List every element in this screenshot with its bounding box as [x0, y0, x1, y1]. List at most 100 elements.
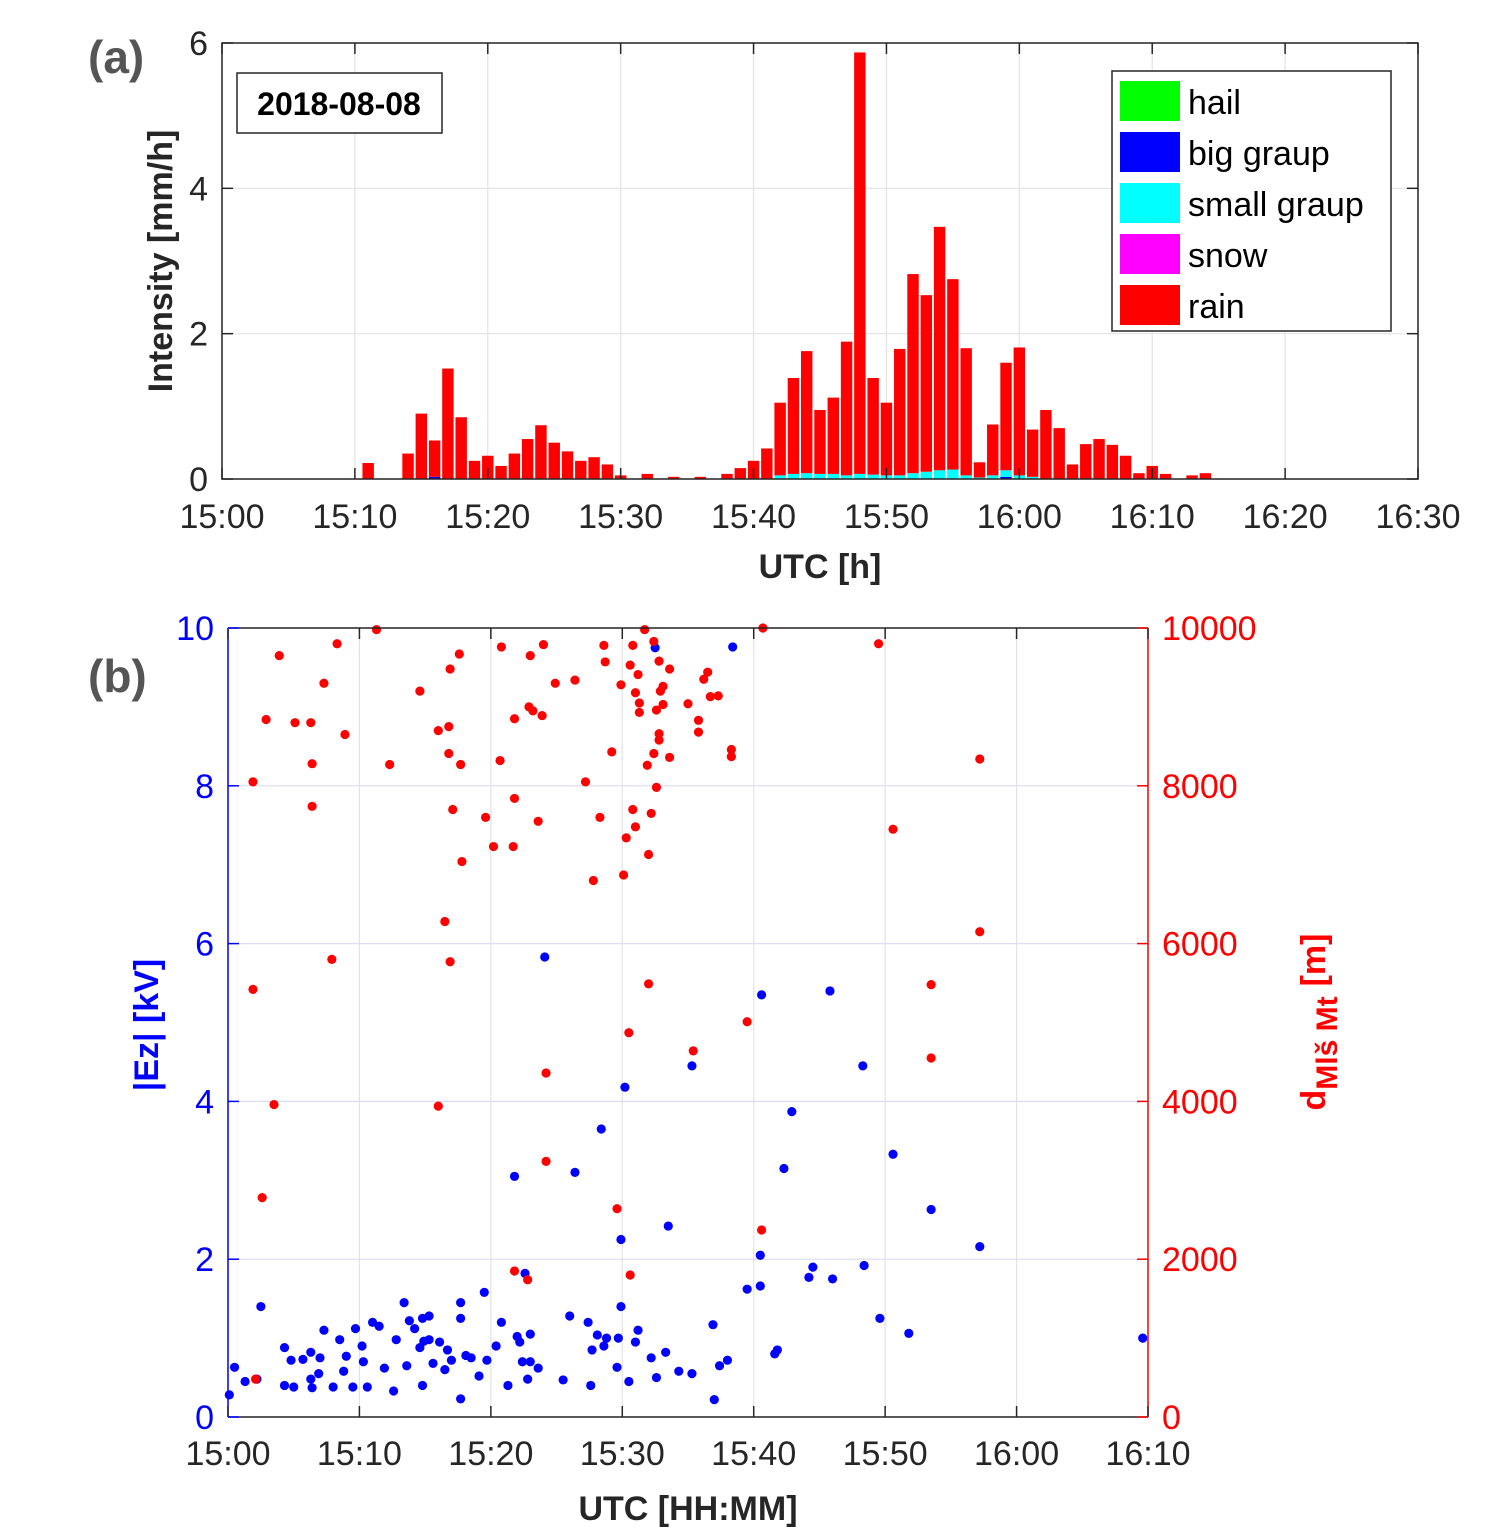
bar-rain — [1106, 444, 1119, 479]
ez-point — [424, 1335, 434, 1345]
distance-point — [726, 752, 736, 762]
ez-point — [630, 1337, 641, 1347]
ez-point — [757, 990, 767, 1000]
plot-b-ticks — [227, 627, 1149, 1418]
ez-point — [479, 1287, 489, 1297]
plot-a-y-axis-label: Intensity [mm/h] — [142, 130, 180, 393]
ez-point — [624, 1376, 634, 1387]
right-y-tick-label: 10000 — [1162, 610, 1257, 648]
bar-rain — [1040, 409, 1052, 479]
panel-b-scatter-chart: (b) 15:00 15:10 15:20 15:30 15:40 15:50 16:00 1… — [88, 610, 1344, 1527]
ez-point — [341, 1351, 351, 1361]
date-annotation-box — [236, 72, 443, 134]
distance-point — [651, 705, 662, 715]
ez-point — [779, 1163, 789, 1174]
bar-rain — [1119, 455, 1132, 479]
ez-point — [722, 1355, 733, 1365]
bar-rain — [734, 468, 746, 479]
distance-point — [643, 849, 654, 860]
legend-swatch-snow — [1120, 234, 1180, 274]
bar-rain — [1026, 429, 1039, 477]
bar-rain — [1199, 473, 1212, 479]
ez-point — [926, 1204, 936, 1215]
plot-b-left-y-tick-labels: 0 2 4 6 8 10 — [176, 610, 214, 1437]
ez-point — [586, 1380, 596, 1391]
distance-point — [327, 954, 337, 964]
ez-point — [728, 642, 738, 652]
legend-swatch-big-graup — [1120, 132, 1180, 172]
bar-big-graup — [428, 476, 441, 479]
plot-b-left-y-axis-label: |Ez| [kV] — [128, 959, 166, 1091]
plot-a-x-axis-label: UTC [h] — [759, 548, 882, 586]
bar-rain — [1053, 428, 1065, 479]
distance-point — [630, 688, 641, 698]
bar-rain — [601, 464, 614, 479]
distance-point — [658, 699, 668, 710]
distance-point — [595, 812, 605, 822]
ez-point — [687, 1061, 697, 1071]
ez-point — [229, 1362, 240, 1372]
distance-point — [306, 718, 316, 728]
ez-point — [601, 1333, 612, 1343]
ez-point — [279, 1380, 290, 1391]
legend-swatch-small-graup — [1120, 183, 1180, 223]
distance-point — [654, 729, 664, 739]
legend-swatch-rain — [1120, 285, 1180, 325]
distance-point — [693, 727, 704, 737]
ez-point — [804, 1272, 814, 1282]
bar-rain — [987, 424, 999, 476]
bar-rain — [907, 274, 919, 474]
ez-point — [540, 952, 550, 962]
right-y-tick-label: 0 — [1162, 1399, 1181, 1437]
right-y-tick-label: 6000 — [1162, 926, 1238, 964]
x-tick-label: 15:50 — [844, 498, 929, 536]
distance-point — [319, 678, 329, 688]
bar-small-graup — [894, 475, 906, 479]
distance-point — [261, 714, 271, 725]
date-annotation-text: 2018-08-08 — [257, 86, 421, 122]
ez-point — [357, 1341, 367, 1351]
distance-point — [742, 1017, 752, 1027]
plot-a-frame — [221, 42, 1419, 480]
distance-point — [257, 1193, 267, 1203]
y-tick-label: 6 — [189, 25, 208, 63]
ez-point — [456, 1394, 466, 1404]
plot-a-legend: hail big graup small graup snow rain — [1111, 70, 1392, 332]
distance-point — [456, 759, 466, 770]
bar-rain — [1013, 347, 1026, 476]
distance-point — [538, 639, 549, 650]
bar-small-graup — [827, 473, 840, 479]
distance-point — [444, 722, 454, 732]
bar-small-graup — [840, 475, 853, 479]
bar-rain — [840, 341, 853, 476]
ez-point — [663, 1221, 673, 1231]
distance-point — [433, 725, 443, 736]
x-tick-label: 15:40 — [711, 1435, 796, 1473]
ez-point — [533, 1363, 543, 1373]
ez-point — [651, 1372, 662, 1383]
ez-point — [350, 1324, 361, 1334]
right-y-label-main: d — [1295, 1090, 1333, 1111]
bar-rain — [641, 473, 653, 479]
plot-b-distance-points — [248, 623, 985, 1384]
ez-point — [289, 1382, 299, 1392]
ez-point — [424, 1311, 434, 1321]
bar-rain — [933, 226, 946, 471]
distance-point — [651, 782, 662, 792]
distance-point — [873, 639, 884, 649]
ez-point — [772, 1345, 782, 1355]
distance-point — [683, 699, 693, 709]
ez-point — [674, 1366, 684, 1376]
distance-point — [533, 816, 543, 826]
distance-point — [634, 698, 644, 708]
distance-point — [340, 729, 350, 740]
ez-point — [587, 1345, 597, 1355]
plot-b-ez-points — [224, 642, 1148, 1405]
distance-point — [541, 1068, 551, 1078]
distance-point — [658, 681, 668, 691]
distance-point — [508, 841, 518, 852]
distance-point — [496, 642, 506, 652]
distance-point — [509, 1266, 520, 1276]
ez-point — [306, 1347, 316, 1357]
distance-point — [528, 706, 538, 716]
